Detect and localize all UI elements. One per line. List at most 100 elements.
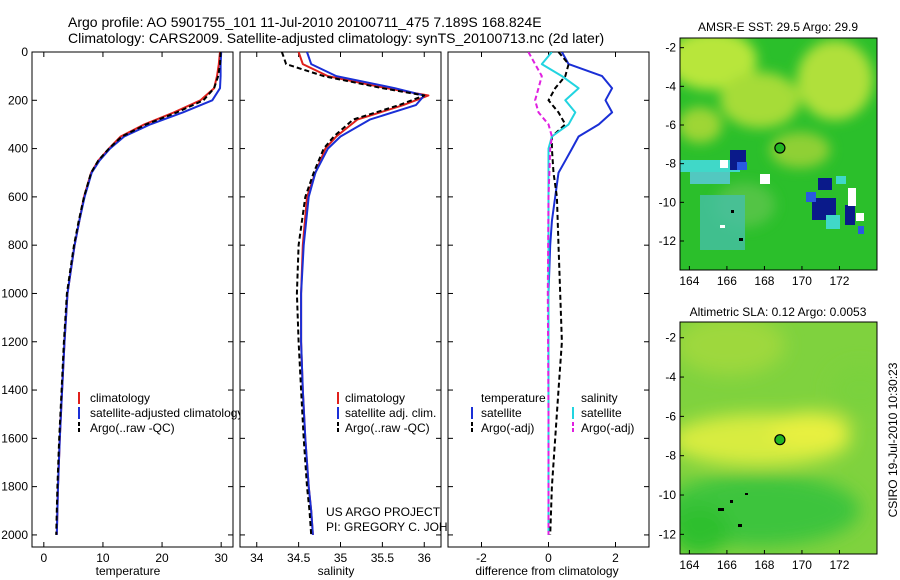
depth-ytick-label: 200 — [8, 93, 28, 107]
difference-xtick-label: 0 — [545, 551, 552, 565]
difference-axis-ticks: -2 0 2 — [448, 51, 649, 565]
sst-pixel — [845, 205, 855, 225]
sst-map-frame — [679, 37, 878, 271]
difference-legend-temp-argo: Argo(-adj) — [481, 421, 534, 435]
sst-pixel — [690, 172, 730, 184]
sst_map-ytick-label: -8 — [665, 157, 676, 171]
sst-pixel — [848, 188, 856, 206]
credit-project: US ARGO PROJECT — [326, 505, 441, 519]
sla-blob — [680, 322, 785, 375]
sst-blob — [797, 40, 873, 120]
difference-xtick-label: -2 — [476, 551, 487, 565]
sst_map-xtick-label: 168 — [754, 274, 774, 288]
temperature-axis-ticks: 0 10 20 30 0 200 400 600 800 1000 1200 1400 1600 1800… — [1, 45, 233, 565]
temperature-legend-climatology: climatology — [90, 391, 150, 405]
sla-map-field — [680, 322, 877, 554]
sst-pixel — [760, 174, 770, 184]
sst_map-ytick-label: -10 — [659, 195, 677, 209]
sst-map-panel: AMSR-E SST: 29.5 Argo: 29.9 — [659, 20, 878, 288]
sst_map-xtick-label: 164 — [679, 274, 699, 288]
salinity-xtick-label: 34.5 — [287, 551, 311, 565]
sst-map-title: AMSR-E SST: 29.5 Argo: 29.9 — [698, 20, 858, 34]
header-line-2: Climatology: CARS2009. Satellite-adjuste… — [68, 30, 604, 46]
depth-ytick-label: 0 — [21, 45, 28, 59]
salinity-plot-frame — [239, 51, 442, 548]
difference-series — [527, 52, 614, 535]
sst-pixel — [731, 210, 734, 213]
temperature-xtick-label: 10 — [96, 551, 110, 565]
sst-pixel — [806, 192, 816, 202]
sla-blob — [680, 505, 730, 554]
temperature-xtick-label: 30 — [214, 551, 228, 565]
difference-series-temperature-satellite — [547, 52, 614, 535]
sst-pixel — [720, 225, 725, 228]
sla_map-ytick-label: -2 — [665, 331, 676, 345]
argo-location-marker — [774, 434, 786, 446]
salinity-series — [280, 52, 430, 535]
depth-ytick-label: 1800 — [1, 480, 28, 494]
difference-legend-temp-satellite: satellite — [481, 406, 522, 420]
difference-xtick-label: 2 — [612, 551, 619, 565]
sst-pixel — [700, 195, 745, 250]
sla-pixel — [730, 500, 733, 503]
sla-map-title: Altimetric SLA: 0.12 Argo: 0.0053 — [690, 305, 867, 319]
sla_map-ytick-label: -12 — [659, 527, 677, 541]
difference-legend-sal-argo: Argo(-adj) — [581, 421, 634, 435]
temperature-panel: 0 10 20 30 0 200 400 600 800 1000 1200 1400 1600 1800… — [1, 45, 243, 578]
difference-series-salinity-argo-adj- — [527, 52, 553, 535]
sla_map-xtick-label: 168 — [754, 558, 774, 572]
salinity-xtick-label: 35.5 — [371, 551, 395, 565]
sst-blob — [770, 132, 830, 168]
sla_map-xtick-label: 164 — [679, 558, 699, 572]
sla-map-panel: Altimetric SLA: 0.12 Argo: 0.0053 164 166… — [659, 305, 878, 572]
depth-ytick-label: 600 — [8, 190, 28, 204]
salinity-xtick-label: 36 — [418, 551, 432, 565]
sst-pixel — [858, 226, 864, 234]
temperature-legend: climatology satellite-adjusted climatolo… — [78, 391, 243, 435]
header-line-1: Argo profile: AO 5901755_101 11-Jul-2010… — [68, 14, 542, 30]
depth-ytick-label: 1600 — [1, 431, 28, 445]
difference-legend-sal-satellite: satellite — [581, 406, 622, 420]
salinity-xlabel: salinity — [318, 564, 355, 578]
temperature-plot-frame — [31, 51, 234, 548]
salinity-legend-climatology: climatology — [345, 391, 405, 405]
temperature-series-argo-raw-qc- — [55, 52, 222, 535]
depth-ytick-label: 400 — [8, 142, 28, 156]
sla_map-ytick-label: -10 — [659, 488, 677, 502]
salinity-legend: climatology satellite adj. clim. Argo(..… — [337, 391, 436, 435]
salinity-xtick-label: 35 — [334, 551, 348, 565]
credit-pi: PI: GREGORY C. JOHNSON — [326, 520, 482, 534]
sla-land-pixels — [718, 493, 748, 527]
sst-pixel — [720, 160, 728, 168]
sst_map-ytick-label: -2 — [665, 41, 676, 55]
difference-xlabel: difference from climatology — [475, 564, 618, 578]
sla-pixel — [745, 493, 748, 495]
sla_map-ytick-label: -6 — [665, 409, 676, 423]
sla_map-ytick-label: -8 — [665, 449, 676, 463]
sla_map-xtick-label: 172 — [829, 558, 849, 572]
temperature-xtick-label: 20 — [155, 551, 169, 565]
depth-ytick-label: 800 — [8, 238, 28, 252]
difference-panel: -2 0 2 difference from climatology tempera… — [447, 51, 650, 578]
sst-pixel — [739, 238, 743, 241]
sst-pixel — [836, 176, 846, 184]
difference-legend-title-salinity: salinity — [581, 391, 618, 405]
salinity-axis-ticks: 34 34.5 35 35.5 36 — [240, 51, 441, 565]
timestamp-credit: CSIRO 19-Jul-2010 10:30:23 — [886, 362, 900, 517]
salinity-panel: 34 34.5 35 35.5 36 salinity climatology sate… — [239, 51, 482, 578]
sst-map-axis-ticks: 164 166 168 170 172 -2 -4 -6 -8 -10 -12 — [659, 41, 850, 288]
sst_map-xtick-label: 172 — [829, 274, 849, 288]
sst-map-field — [680, 38, 877, 270]
sla-blob — [770, 412, 850, 448]
salinity-legend-argo: Argo(..raw -QC) — [345, 421, 430, 435]
sla-blob — [830, 365, 877, 415]
sla-pixel — [718, 508, 724, 511]
sst-blob — [720, 72, 800, 128]
sst-pixel — [812, 198, 836, 220]
temperature-xtick-label: 0 — [40, 551, 47, 565]
sst-pixel — [737, 162, 747, 170]
sst_map-xtick-label: 166 — [717, 274, 737, 288]
salinity-series-argo-raw-qc- — [280, 52, 426, 535]
depth-ytick-label: 2000 — [1, 528, 28, 542]
